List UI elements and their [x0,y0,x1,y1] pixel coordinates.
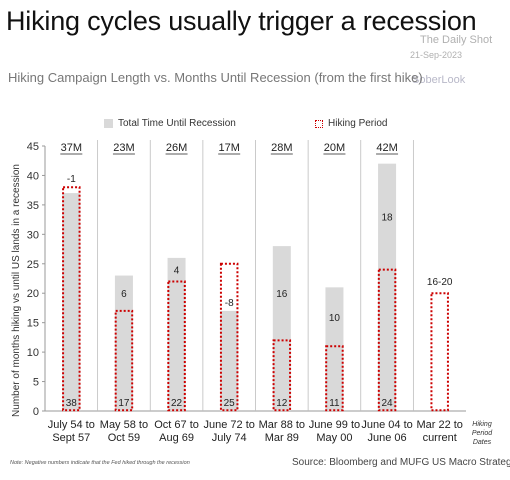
x-category-label: June 72 to [204,419,255,431]
x-category-label: Sept 57 [52,432,90,444]
bar-hiking-period [219,262,239,412]
bar-total-time [62,193,81,411]
x-category-label: Mar 88 to [259,419,305,431]
legend-hiking-swatch [315,119,323,128]
top-duration-label: 23M [113,142,134,154]
y-tick-label: 25 [27,259,39,271]
x-category-label: Oct 67 to [154,419,199,431]
x-category-label: June 04 to [361,419,412,431]
page-title: Hiking cycles usually trigger a recessio… [6,6,477,36]
y-tick-label: 30 [27,229,39,241]
legend-hiking: Hiking Period [315,118,387,129]
watermark-date: 21-Sep-2023 [410,50,463,60]
chart-note: Note: Negative numbers indicate that the… [10,460,190,466]
watermark-source: The Daily Shot [420,34,493,46]
bar-hiking-period [62,186,81,412]
bar-total-time [325,287,344,411]
gap-value-label: 16-20 [427,277,453,288]
gap-value-label: -1 [67,174,76,185]
top-duration-label: 28M [271,142,292,154]
hiking-value-label: 11 [329,398,340,409]
bar-total-time [378,163,397,411]
bar-total-time [220,310,239,411]
legend-hiking-label: Hiking Period [328,118,388,129]
x-category-label: Oct 59 [108,432,140,444]
x-category-label: current [423,432,457,444]
hiking-value-label: 17 [118,398,130,409]
y-tick-label: 15 [27,318,39,330]
x-category-label: May 00 [316,432,352,444]
x-category-label: Aug 69 [159,432,194,444]
y-tick-label: 35 [27,200,39,212]
bar-hiking-period [167,280,186,412]
bar-total-time [167,257,186,411]
x-category-label: July 74 [212,432,247,444]
chart-source: Source: Bloomberg and MUFG US Macro Stra… [292,457,510,468]
y-tick-label: 5 [33,377,39,389]
hiking-value-label: 22 [171,398,183,409]
x-category-label: June 99 to [309,419,360,431]
x-axis-end-label: Dates [473,439,492,446]
hiking-value-label: 25 [224,398,236,409]
x-category-label: May 58 to [100,419,148,431]
y-tick-label: 10 [27,347,39,359]
bar-hiking-period [430,292,449,412]
top-duration-label: 26M [166,142,187,154]
bar-hiking-period [325,345,344,412]
legend-total-label: Total Time Until Recession [118,118,236,129]
y-tick-label: 20 [27,288,39,300]
x-category-label: July 54 to [48,419,95,431]
legend-total-swatch [104,119,113,128]
gap-value-label: 4 [174,266,180,277]
top-duration-label: 42M [376,142,397,154]
x-axis-end-label: Hiking [472,421,492,428]
y-tick-label: 0 [33,406,39,418]
gap-value-label: 10 [329,313,341,324]
bar-total-time [272,246,291,411]
x-category-label: Mar 22 to [416,419,462,431]
x-category-label: Mar 89 [265,432,299,444]
x-category-label: June 06 [367,432,406,444]
bar-hiking-period [272,339,292,412]
gap-value-label: 18 [382,213,394,224]
gap-value-label: -8 [225,298,234,309]
y-tick-label: 45 [27,141,39,153]
bar-hiking-period [377,268,397,412]
hiking-value-label: 24 [382,398,394,409]
top-duration-label: 20M [324,142,345,154]
bar-total-time [114,275,133,411]
x-axis-end-label: Period [472,430,493,437]
top-duration-label: 17M [218,142,239,154]
legend-total: Total Time Until Recession [104,118,236,129]
y-axis-label: Number of months hiking vs until US land… [11,164,22,417]
hiking-value-label: 38 [66,398,78,409]
watermark-brand: SoberLook [412,74,466,86]
y-tick-label: 40 [27,170,39,182]
gap-value-label: 16 [276,289,288,300]
gap-value-label: 6 [121,289,127,300]
bar-hiking-period [114,309,134,412]
hiking-value-label: 12 [276,398,288,409]
top-duration-label: 37M [61,142,82,154]
chart-subtitle: Hiking Campaign Length vs. Months Until … [8,70,423,85]
